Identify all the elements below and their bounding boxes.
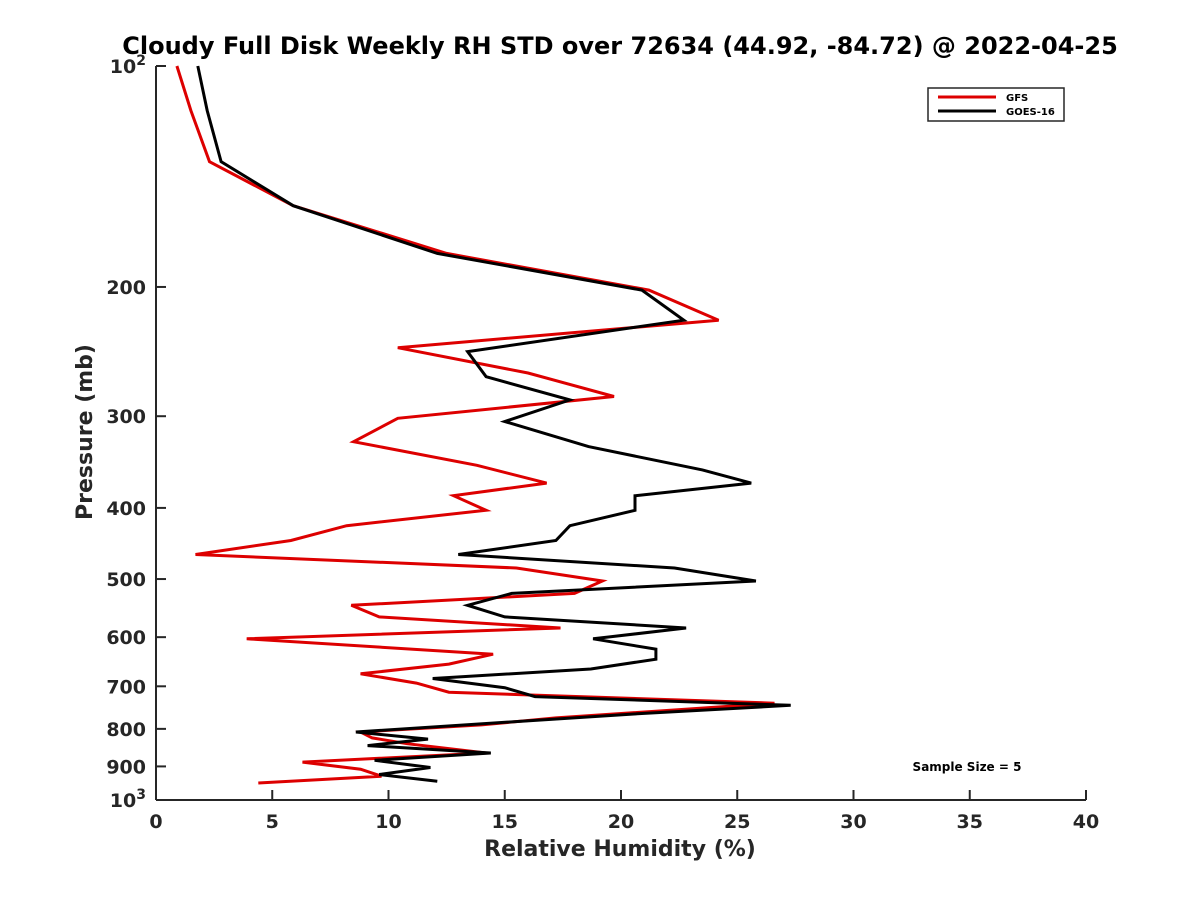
x-tick-label: 15: [492, 811, 518, 833]
legend: GFS GOES-16: [927, 87, 1065, 122]
y-axis-label: Pressure (mb): [73, 344, 98, 520]
y-tick-label: 102: [110, 53, 146, 78]
series-layer: [175, 65, 791, 785]
sample-size-annotation: Sample Size = 5: [913, 760, 1022, 774]
x-tick-label: 40: [1073, 811, 1099, 833]
y-tick-label: 900: [106, 756, 146, 778]
y-tick-label: 400: [106, 498, 146, 520]
legend-label-goes-16: GOES-16: [1006, 107, 1055, 118]
chart-title: Cloudy Full Disk Weekly RH STD over 7263…: [122, 32, 1118, 60]
y-tick-label: 700: [106, 676, 146, 698]
legend-box: [927, 87, 1065, 122]
y-tick-label: 600: [106, 627, 146, 649]
x-tick-label: 30: [840, 811, 866, 833]
x-tick-label: 20: [608, 811, 634, 833]
x-tick-label: 0: [149, 811, 162, 833]
y-tick-label: 103: [110, 787, 146, 812]
x-tick-label: 35: [957, 811, 983, 833]
series-line-goes-16: [196, 65, 791, 783]
x-tick-label: 5: [266, 811, 279, 833]
x-tick-label: 10: [375, 811, 401, 833]
axes-layer: 0 5 10 15 20 25 30 35 40 102 200 300 400 500 600 700 800…: [106, 53, 1099, 833]
x-axis-label: Relative Humidity (%): [484, 837, 756, 862]
y-tick-label: 300: [106, 406, 146, 428]
y-tick-label: 500: [106, 569, 146, 591]
y-tick-label: 800: [106, 719, 146, 741]
x-tick-label: 25: [724, 811, 750, 833]
legend-label-gfs: GFS: [1006, 93, 1028, 104]
y-tick-label: 200: [106, 277, 146, 299]
